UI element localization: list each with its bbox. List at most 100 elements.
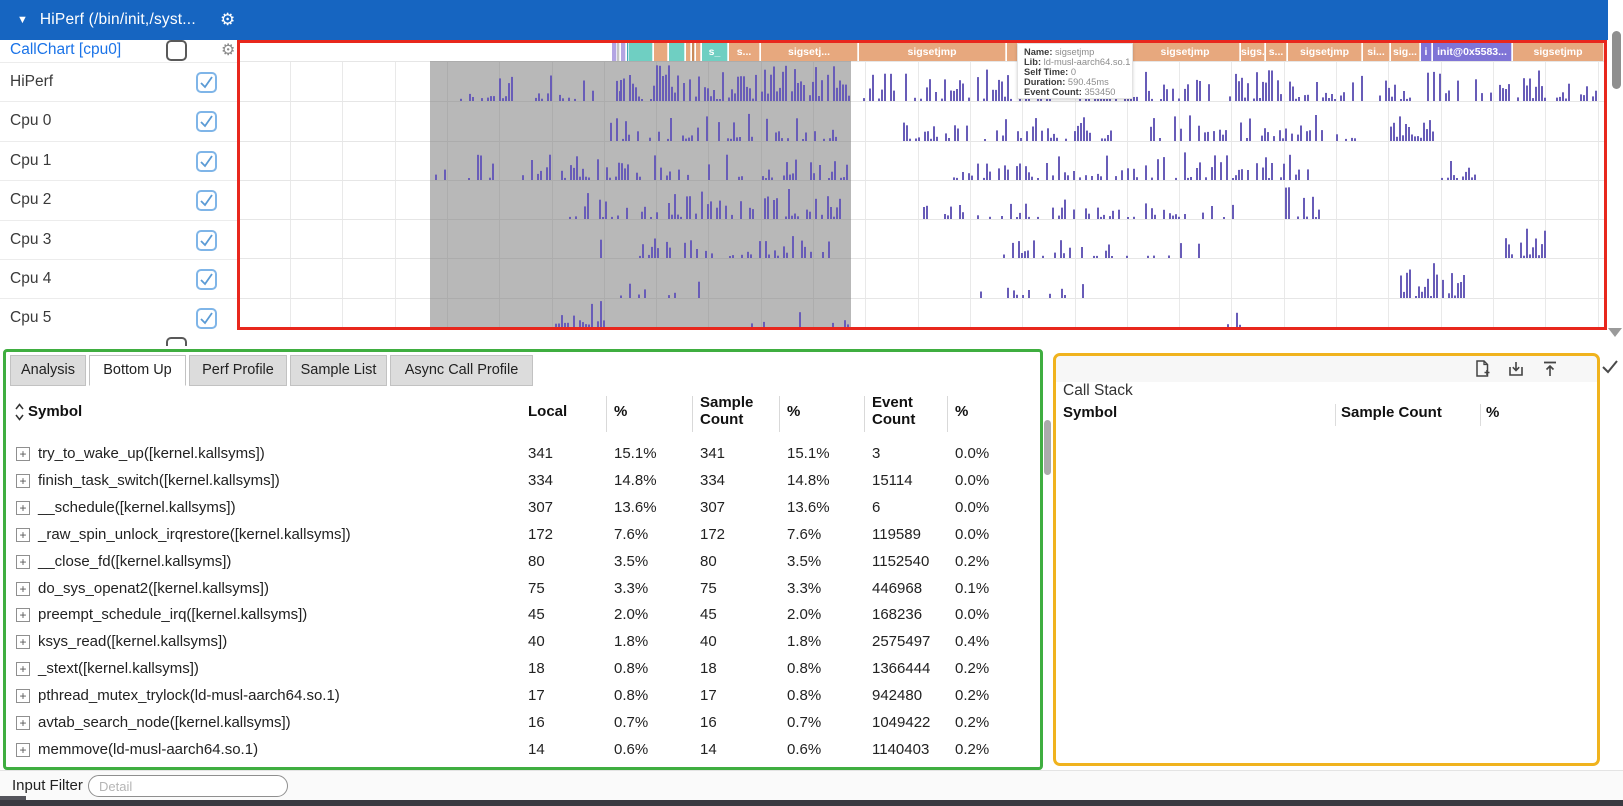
event-count-cell: 1140403 bbox=[872, 740, 930, 758]
table-scrollbar-thumb[interactable] bbox=[1044, 420, 1051, 475]
cpu-checkbox[interactable] bbox=[196, 111, 217, 133]
table-row[interactable]: + _raw_spin_unlock_irqrestore([kernel.kal… bbox=[6, 522, 1040, 549]
table-row[interactable]: + __schedule([kernel.kallsyms]) 307 13.6% 30… bbox=[6, 495, 1040, 522]
sidebar-item-cpu-0[interactable]: Cpu 0 bbox=[0, 101, 237, 140]
expand-icon[interactable]: + bbox=[16, 635, 30, 650]
expand-icon[interactable]: + bbox=[16, 742, 30, 757]
flame-node[interactable] bbox=[669, 43, 685, 61]
col-header-sample-count[interactable]: Sample Count bbox=[700, 394, 754, 428]
cpu-checkbox[interactable] bbox=[196, 150, 217, 172]
event-pct-cell: 0.2% bbox=[955, 660, 990, 678]
col-header-local-pct[interactable]: % bbox=[614, 403, 628, 420]
table-row[interactable]: + ksys_read([kernel.kallsyms]) 40 1.8% 40 1.8… bbox=[6, 629, 1040, 656]
flame-node-i[interactable]: i bbox=[1421, 43, 1432, 61]
scroll-down-arrow[interactable] bbox=[1608, 328, 1622, 337]
cpu-checkbox[interactable] bbox=[196, 229, 217, 251]
table-row[interactable]: + memmove(ld-musl-aarch64.so.1) 14 0.6% 14 0.… bbox=[6, 737, 1040, 764]
sample-timeline-chart[interactable]: s_s...sigsetj...sigsetjmpssigsetjmpsigs.… bbox=[240, 43, 1604, 327]
callchart-link[interactable]: CallChart [cpu0] bbox=[10, 41, 122, 58]
flame-node-s[interactable]: s... bbox=[1266, 43, 1287, 61]
flame-node-sig[interactable]: sig... bbox=[1391, 43, 1420, 61]
table-row[interactable]: + __close_fd([kernel.kallsyms]) 80 3.5% 80 3.… bbox=[6, 549, 1040, 576]
time-range-selection[interactable] bbox=[430, 61, 851, 327]
vertical-scrollbar-thumb[interactable] bbox=[1612, 31, 1621, 89]
upload-to-top-icon[interactable] bbox=[1540, 359, 1560, 379]
col-header-sample-pct[interactable]: % bbox=[787, 403, 801, 420]
tab-sample-list[interactable]: Sample List bbox=[290, 355, 387, 386]
table-row[interactable]: + do_sys_openat2([kernel.kallsyms]) 75 3.3%… bbox=[6, 576, 1040, 603]
cs-col-header-symbol[interactable]: Symbol bbox=[1063, 404, 1118, 421]
tab-async-call-profile[interactable]: Async Call Profile bbox=[390, 355, 533, 386]
flame-node-sigsetjmp[interactable]: sigsetjmp bbox=[1131, 43, 1240, 61]
flame-node[interactable] bbox=[692, 43, 695, 61]
flame-node[interactable] bbox=[629, 43, 653, 61]
file-plus-icon[interactable] bbox=[1472, 359, 1492, 379]
gear-icon[interactable]: ⚙ bbox=[220, 10, 236, 29]
col-header-event-count[interactable]: Event Count bbox=[872, 394, 916, 428]
sample-count-cell: 80 bbox=[700, 552, 717, 570]
flame-node-sigsetjmp[interactable]: sigsetjmp bbox=[859, 43, 1006, 61]
cpu-checkbox[interactable] bbox=[196, 268, 217, 290]
column-divider bbox=[864, 396, 865, 432]
cpu-checkbox[interactable] bbox=[196, 308, 217, 330]
check-icon[interactable] bbox=[1601, 358, 1619, 374]
gear-icon[interactable]: ⚙ bbox=[221, 42, 236, 59]
collapse-arrow-icon[interactable]: ▼ bbox=[17, 14, 28, 26]
col-header-event-pct[interactable]: % bbox=[955, 403, 969, 420]
sidebar-item-cpu-5[interactable]: Cpu 5 bbox=[0, 298, 237, 337]
flame-node-si[interactable]: si... bbox=[1363, 43, 1390, 61]
expand-icon[interactable]: + bbox=[16, 500, 30, 515]
flame-node[interactable] bbox=[612, 43, 617, 61]
cpu-checkbox[interactable] bbox=[196, 190, 217, 212]
expand-icon[interactable]: + bbox=[16, 527, 30, 542]
sidebar-item-cpu-3[interactable]: Cpu 3 bbox=[0, 219, 237, 259]
expand-icon[interactable]: + bbox=[16, 716, 30, 730]
flame-node[interactable] bbox=[627, 43, 629, 61]
expand-icon[interactable]: + bbox=[16, 554, 30, 569]
expand-icon[interactable]: + bbox=[16, 689, 30, 704]
table-row[interactable]: + preempt_schedule_irq([kernel.kallsyms])… bbox=[6, 602, 1040, 629]
flame-node-sigsetj[interactable]: sigsetj... bbox=[761, 43, 858, 61]
tab-perf-profile[interactable]: Perf Profile bbox=[189, 355, 287, 386]
expand-icon[interactable]: + bbox=[16, 447, 30, 461]
table-row[interactable]: + avtab_search_node([kernel.kallsyms]) 16 0… bbox=[6, 710, 1040, 737]
partial-checkbox[interactable] bbox=[166, 337, 187, 346]
download-icon[interactable] bbox=[1506, 359, 1526, 379]
flame-node[interactable] bbox=[654, 43, 668, 61]
flame-node[interactable] bbox=[621, 43, 626, 61]
flame-node[interactable] bbox=[696, 43, 701, 61]
detail-filter-input[interactable] bbox=[88, 775, 288, 797]
expand-icon[interactable]: + bbox=[16, 581, 30, 596]
event-pct-cell: 0.0% bbox=[955, 445, 990, 462]
expand-icon[interactable]: + bbox=[16, 608, 30, 623]
flame-node-sigsetjmp[interactable]: sigsetjmp bbox=[1288, 43, 1362, 61]
cs-col-header-pct[interactable]: % bbox=[1486, 404, 1500, 421]
expand-icon[interactable]: + bbox=[16, 662, 30, 677]
flame-node[interactable] bbox=[617, 43, 620, 61]
sidebar-item-cpu-4[interactable]: Cpu 4 bbox=[0, 258, 237, 298]
table-row[interactable]: + try_to_wake_up([kernel.kallsyms]) 341 15.… bbox=[6, 441, 1040, 468]
table-row[interactable]: + finish_task_switch([kernel.kallsyms]) 33… bbox=[6, 468, 1040, 495]
flame-node-sigsetjmp[interactable]: sigsetjmp bbox=[1513, 43, 1604, 61]
table-row[interactable]: + _stext([kernel.kallsyms]) 18 0.8% 18 0.8% 13… bbox=[6, 656, 1040, 683]
col-header-symbol[interactable]: Symbol bbox=[28, 403, 83, 420]
callchart-checkbox[interactable] bbox=[166, 40, 187, 61]
flame-node[interactable] bbox=[686, 43, 691, 61]
sidebar-item-cpu-1[interactable]: Cpu 1 bbox=[0, 140, 237, 180]
expand-icon[interactable]: + bbox=[16, 473, 30, 488]
page-title: HiPerf (/bin/init,/syst... bbox=[39, 11, 196, 28]
flame-node-sigs[interactable]: sigs... bbox=[1241, 43, 1265, 61]
flame-node-s[interactable]: s... bbox=[729, 43, 760, 61]
sample-count-cell: 341 bbox=[700, 445, 726, 462]
cpu-checkbox[interactable] bbox=[196, 72, 217, 93]
sidebar-item-cpu-2[interactable]: Cpu 2 bbox=[0, 180, 237, 219]
sidebar-item-hiperf[interactable]: HiPerf bbox=[0, 62, 237, 101]
flame-node-s_[interactable]: s_ bbox=[702, 43, 728, 61]
col-header-local[interactable]: Local bbox=[528, 403, 568, 420]
table-row[interactable]: + pthread_mutex_trylock(ld-musl-aarch64.s… bbox=[6, 683, 1040, 710]
sort-icon[interactable] bbox=[14, 402, 25, 422]
tab-analysis[interactable]: Analysis bbox=[10, 355, 86, 386]
flame-node-init@0x5583[interactable]: init@0x5583... bbox=[1433, 43, 1512, 61]
tab-bottom-up[interactable]: Bottom Up bbox=[89, 355, 186, 386]
cs-col-header-sample-count[interactable]: Sample Count bbox=[1341, 404, 1442, 421]
